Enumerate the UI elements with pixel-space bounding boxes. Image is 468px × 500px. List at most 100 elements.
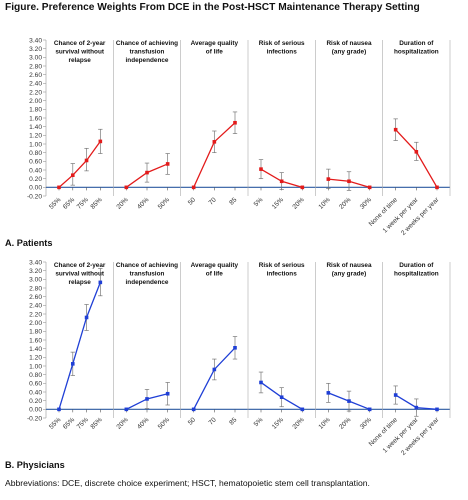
y-tick-label: 1.40 [29, 346, 42, 353]
y-tick-label: 3.20 [29, 46, 42, 53]
panel-title-line: transfusion [130, 271, 165, 278]
x-tick-label: 75% [76, 196, 90, 210]
panel: Risk of nausea (any grade) 10% 20% 30% [317, 262, 383, 431]
data-point [414, 405, 419, 410]
data-point [165, 391, 170, 396]
panel-title-line: survival without [55, 271, 105, 278]
data-point [57, 407, 61, 412]
panel-title-line: Average quality [191, 40, 239, 47]
y-tick-label: 0.00 [29, 407, 42, 414]
x-tick-label: 10% [317, 196, 331, 210]
x-tick-label: 5% [253, 416, 265, 428]
panel-title-line: relapse [68, 57, 91, 64]
data-point [347, 399, 351, 403]
x-tick-label: 55% [48, 196, 62, 210]
x-tick-label: 20% [291, 416, 305, 430]
y-tick-label: 2.40 [29, 303, 42, 310]
figure-title: Figure. Preference Weights From DCE in t… [5, 2, 420, 13]
panel: Risk of nausea (any grade) 10% 20% 30% [317, 40, 383, 211]
data-point [191, 407, 196, 412]
data-point [212, 367, 217, 372]
x-tick-label: 20% [338, 196, 352, 210]
panel-title-line: transfusion [130, 49, 165, 56]
x-tick-label: 85 [228, 416, 238, 426]
y-tick-label: 0.20 [29, 398, 42, 405]
y-tick-label: 0.40 [29, 389, 42, 396]
data-point [367, 185, 372, 190]
data-point [367, 407, 372, 412]
panel-title-line: Risk of nausea [326, 40, 372, 47]
data-point [259, 167, 263, 171]
panel-title-line: (any grade) [332, 49, 366, 56]
x-tick-label: 75% [76, 416, 90, 430]
data-point [347, 179, 351, 184]
data-point [124, 407, 129, 412]
panel-title-line: relapse [68, 279, 91, 286]
x-tick-label: 55% [48, 416, 62, 430]
y-tick-label: 2.40 [29, 81, 42, 88]
y-tick-label: 3.40 [29, 259, 42, 266]
x-tick-label: 65% [62, 196, 76, 210]
y-tick-label: 2.00 [29, 320, 42, 327]
x-tick-label: 20% [115, 196, 129, 210]
panel: Risk of serious infections 5% 15% 20% [253, 262, 316, 431]
y-tick-label: 0.80 [29, 372, 42, 379]
data-point [84, 315, 89, 320]
panel: Chance of achieving transfusionindependen… [115, 40, 181, 211]
y-tick-label: 1.00 [29, 363, 42, 370]
x-tick-label: 65% [62, 416, 76, 430]
panel: Average quality of life 50 70 85 [187, 262, 249, 427]
data-point [84, 158, 89, 163]
data-point [191, 185, 196, 190]
y-tick-label: 3.20 [29, 268, 42, 275]
data-point [259, 380, 263, 385]
y-tick-label: 0.00 [29, 185, 42, 192]
chart-patients: -0.200.00 0.20 0.400.60 0.80 1.001.20 1.40 1.6… [5, 37, 451, 248]
y-tick-label: 2.60 [29, 294, 42, 301]
y-tick-label: 3.40 [29, 37, 42, 44]
data-point [414, 150, 419, 154]
data-point [145, 397, 149, 401]
data-point [279, 179, 284, 184]
data-point [98, 139, 103, 144]
panel-title-line: infections [267, 49, 298, 56]
chart-label: B. Physicians [5, 460, 65, 470]
y-tick-label: 2.20 [29, 311, 42, 318]
panel: Average quality of life 50 70 85 [187, 40, 249, 207]
panel-title-line: Average quality [191, 262, 239, 269]
x-tick-label: 50% [157, 416, 171, 430]
figure-footnote: Abbreviations: DCE, discrete choice expe… [5, 478, 370, 488]
panel: Risk of serious infections 5% 15% 20% [253, 40, 316, 211]
series-line [58, 141, 101, 188]
y-tick-label: 2.20 [29, 89, 42, 96]
x-tick-label: 1 week per year [382, 196, 421, 235]
y-tick-label: 1.20 [29, 133, 42, 140]
data-point [326, 391, 331, 395]
x-tick-label: 85% [89, 416, 103, 430]
y-tick-label: 1.80 [29, 329, 42, 336]
panel-title-line: hospitalization [394, 49, 439, 56]
y-tick-label: 0.80 [29, 150, 42, 157]
panel-title-line: (any grade) [332, 271, 366, 278]
y-tick-label: 2.80 [29, 285, 42, 292]
data-point [435, 185, 439, 190]
panel-title-line: independence [126, 57, 169, 64]
x-tick-label: 15% [271, 196, 285, 210]
x-tick-label: 5% [253, 196, 265, 208]
data-point [300, 185, 305, 190]
data-point [393, 127, 398, 132]
data-point [165, 162, 170, 166]
panel-title-line: of life [206, 49, 223, 56]
x-tick-label: 15% [271, 416, 285, 430]
x-tick-label: 40% [136, 196, 150, 210]
y-tick-label: 0.20 [29, 176, 42, 183]
panel-title-line: hospitalization [394, 271, 439, 278]
data-point [326, 177, 331, 181]
y-tick-label: 0.40 [29, 167, 42, 174]
y-tick-label: 1.00 [29, 141, 42, 148]
x-tick-label: 30% [359, 416, 373, 430]
